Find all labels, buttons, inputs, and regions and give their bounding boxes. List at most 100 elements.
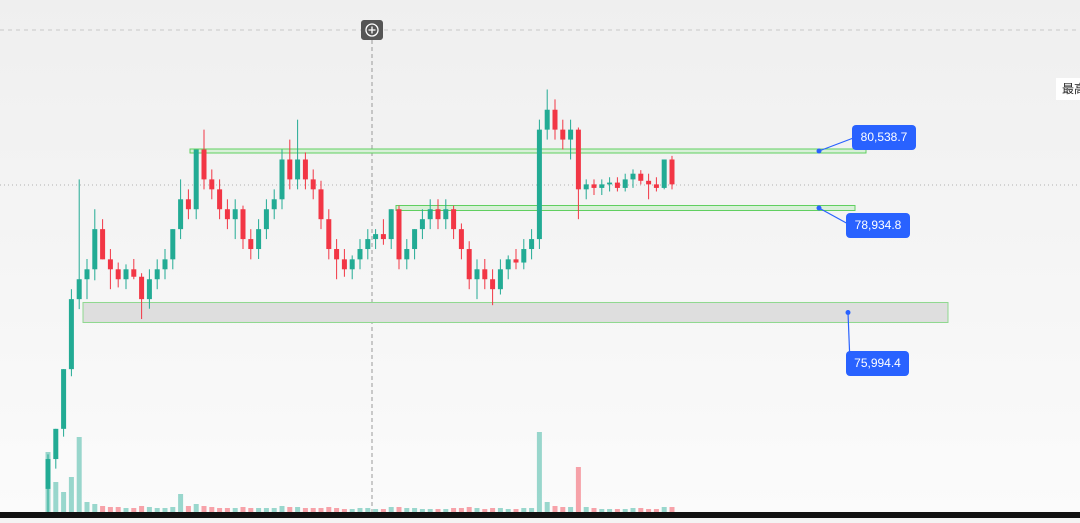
volume-bar	[240, 507, 246, 512]
button-icon[interactable]	[365, 23, 379, 37]
candle-body	[544, 109, 550, 130]
chart-background	[0, 0, 1080, 512]
candle-body	[490, 279, 496, 290]
volume-bar	[295, 507, 301, 512]
volume-bar	[84, 502, 90, 512]
label-anchor	[816, 148, 822, 154]
candle-body	[45, 459, 51, 489]
candle-body	[84, 269, 90, 280]
candle-body	[248, 239, 254, 250]
volume-bar	[536, 432, 542, 512]
volume-bar	[302, 508, 308, 512]
candle-body	[201, 149, 207, 180]
volume-bar	[162, 508, 168, 512]
volume-bar	[365, 508, 371, 512]
volume-bar	[154, 508, 160, 512]
candle-body	[115, 269, 121, 280]
volume-bar	[170, 507, 176, 512]
volume-bar	[61, 492, 67, 512]
candle-body	[131, 269, 137, 277]
candle-body	[552, 109, 558, 130]
volume-bar	[451, 508, 457, 512]
price-label-bg	[852, 125, 916, 150]
candle-body	[76, 279, 82, 300]
volume-bar	[552, 506, 558, 512]
candle-body	[568, 129, 574, 140]
volume-bar	[614, 509, 620, 512]
candle-body	[224, 209, 230, 220]
candle-body	[68, 299, 74, 370]
candle-body	[529, 239, 535, 250]
volume-bar	[248, 508, 254, 512]
candle-body	[209, 179, 215, 190]
level-zones	[82, 148, 949, 323]
candle-body	[334, 249, 340, 260]
volume-bar	[349, 509, 355, 512]
corner-text: 最高	[1062, 81, 1080, 96]
price-label-bg	[846, 351, 909, 376]
volume-bar	[458, 508, 464, 512]
candle-body	[123, 269, 129, 280]
volume-bar	[560, 507, 566, 512]
volume-bar	[100, 506, 106, 512]
volume-bar	[185, 506, 191, 512]
volume-bar	[271, 508, 277, 512]
volume-bar	[373, 509, 379, 512]
label-connector	[818, 136, 857, 152]
candle-body	[404, 249, 410, 260]
volume-bar	[443, 509, 449, 512]
volume-bar	[310, 508, 316, 512]
candle-body	[466, 249, 472, 280]
label-anchor	[845, 309, 851, 315]
volume-bar	[630, 508, 636, 512]
candle-body	[560, 129, 566, 140]
bottom-bar	[0, 512, 1080, 518]
candle-body	[373, 234, 379, 240]
volume-bar	[591, 508, 597, 512]
candles	[45, 89, 675, 519]
candle-body	[412, 229, 418, 250]
label-connector	[818, 207, 851, 226]
volume-bar	[404, 508, 410, 512]
volume-bar	[279, 506, 285, 512]
candle-body	[427, 209, 433, 220]
candle-body	[638, 173, 644, 181]
volume-bar	[146, 507, 152, 512]
volume-bar	[217, 508, 223, 512]
candle-body	[458, 229, 464, 250]
candle-body	[521, 249, 527, 263]
candle-body	[669, 159, 675, 185]
price-label: 78,934.8	[855, 218, 902, 232]
candle-body	[443, 209, 449, 220]
button-plus[interactable]	[368, 26, 376, 34]
candle-body	[357, 249, 363, 260]
volume-bar	[201, 506, 207, 512]
volume-bar	[568, 507, 574, 512]
volume-bar	[318, 508, 324, 512]
candle-body	[646, 180, 652, 185]
volume-bar	[435, 509, 441, 512]
volume-bar	[209, 507, 215, 512]
candle-body	[341, 259, 347, 270]
level-zone	[395, 204, 856, 211]
volume-bar	[505, 509, 511, 512]
candle-body	[349, 259, 355, 270]
volume-bar	[396, 507, 402, 512]
candle-body	[287, 159, 293, 180]
volume-layer	[45, 432, 675, 512]
candle-body	[146, 279, 152, 300]
candle-body	[661, 159, 667, 188]
volume-bar	[178, 494, 184, 512]
volume-bar	[76, 437, 82, 512]
candle-body	[575, 129, 581, 190]
candle-body	[474, 269, 480, 280]
crosshair-button[interactable]	[361, 20, 383, 40]
candle-body	[513, 259, 519, 263]
volume-bar	[412, 508, 418, 512]
candle-body	[92, 229, 98, 270]
candle-body	[162, 259, 168, 270]
volume-bar	[341, 509, 347, 512]
candle-body	[607, 182, 613, 185]
price-label-bg	[846, 213, 910, 238]
